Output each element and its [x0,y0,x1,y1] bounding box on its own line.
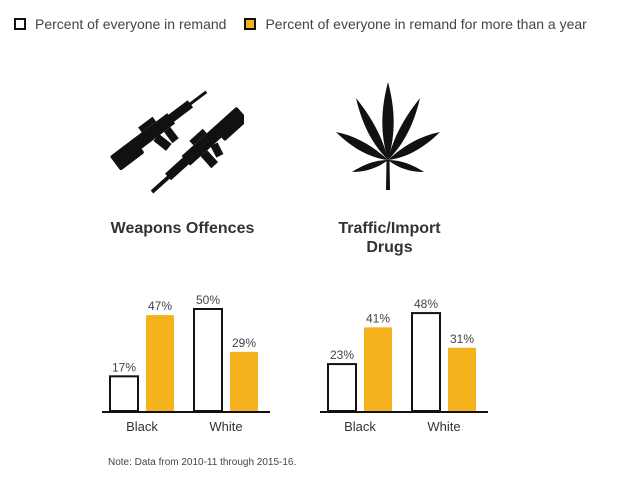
legend-item-remand: Percent of everyone in remand [14,16,226,32]
bar-weapons-black-s1 [146,315,174,411]
legend-item-remand-year: Percent of everyone in remand for more t… [244,16,587,32]
category-label-drugs-white: White [427,419,460,434]
bar-drugs-black-s1 [364,327,392,411]
data-label-weapons-white-s0: 50% [196,293,220,307]
chart-title-drugs-text: Traffic/Import Drugs [338,220,441,256]
legend-label-remand-year: Percent of everyone in remand for more t… [265,16,587,32]
data-label-drugs-black-s1: 41% [366,311,390,325]
bar-weapons-white-s1 [230,351,258,411]
chart-title-weapons: Weapons Offences [110,220,255,237]
bar-weapons-white-s0 [193,308,223,412]
legend-label-remand: Percent of everyone in remand [35,16,227,32]
cannabis-leaf-icon [336,82,440,190]
category-label-weapons-white: White [209,419,242,434]
data-label-drugs-white-s1: 31% [450,332,474,346]
category-label-weapons-black: Black [126,419,158,434]
data-label-weapons-white-s1: 29% [232,336,256,350]
chart-title-drugs: Traffic/Import Drugs [322,219,457,257]
chart-drugs: 23% 41% Black 48% 31% White [320,297,488,434]
bar-drugs-black-s0 [327,363,357,412]
chart-note: Note: Data from 2010-11 through 2015-16. [108,457,297,468]
bar-drugs-white-s1 [448,347,476,411]
legend-swatch-remand [14,18,26,30]
chart-weapons: 17% 47% Black 50% 29% White [102,293,270,434]
rifles-icon [110,90,244,194]
category-label-drugs-black: Black [344,419,376,434]
bar-weapons-black-s0 [109,375,139,412]
data-label-drugs-white-s0: 48% [414,297,438,311]
legend: Percent of everyone in remand Percent of… [14,16,605,32]
legend-swatch-remand-year [244,18,257,30]
data-label-drugs-black-s0: 23% [330,348,354,362]
data-label-weapons-black-s0: 17% [112,360,136,374]
bar-drugs-white-s0 [411,312,441,412]
data-label-weapons-black-s1: 47% [148,299,172,313]
